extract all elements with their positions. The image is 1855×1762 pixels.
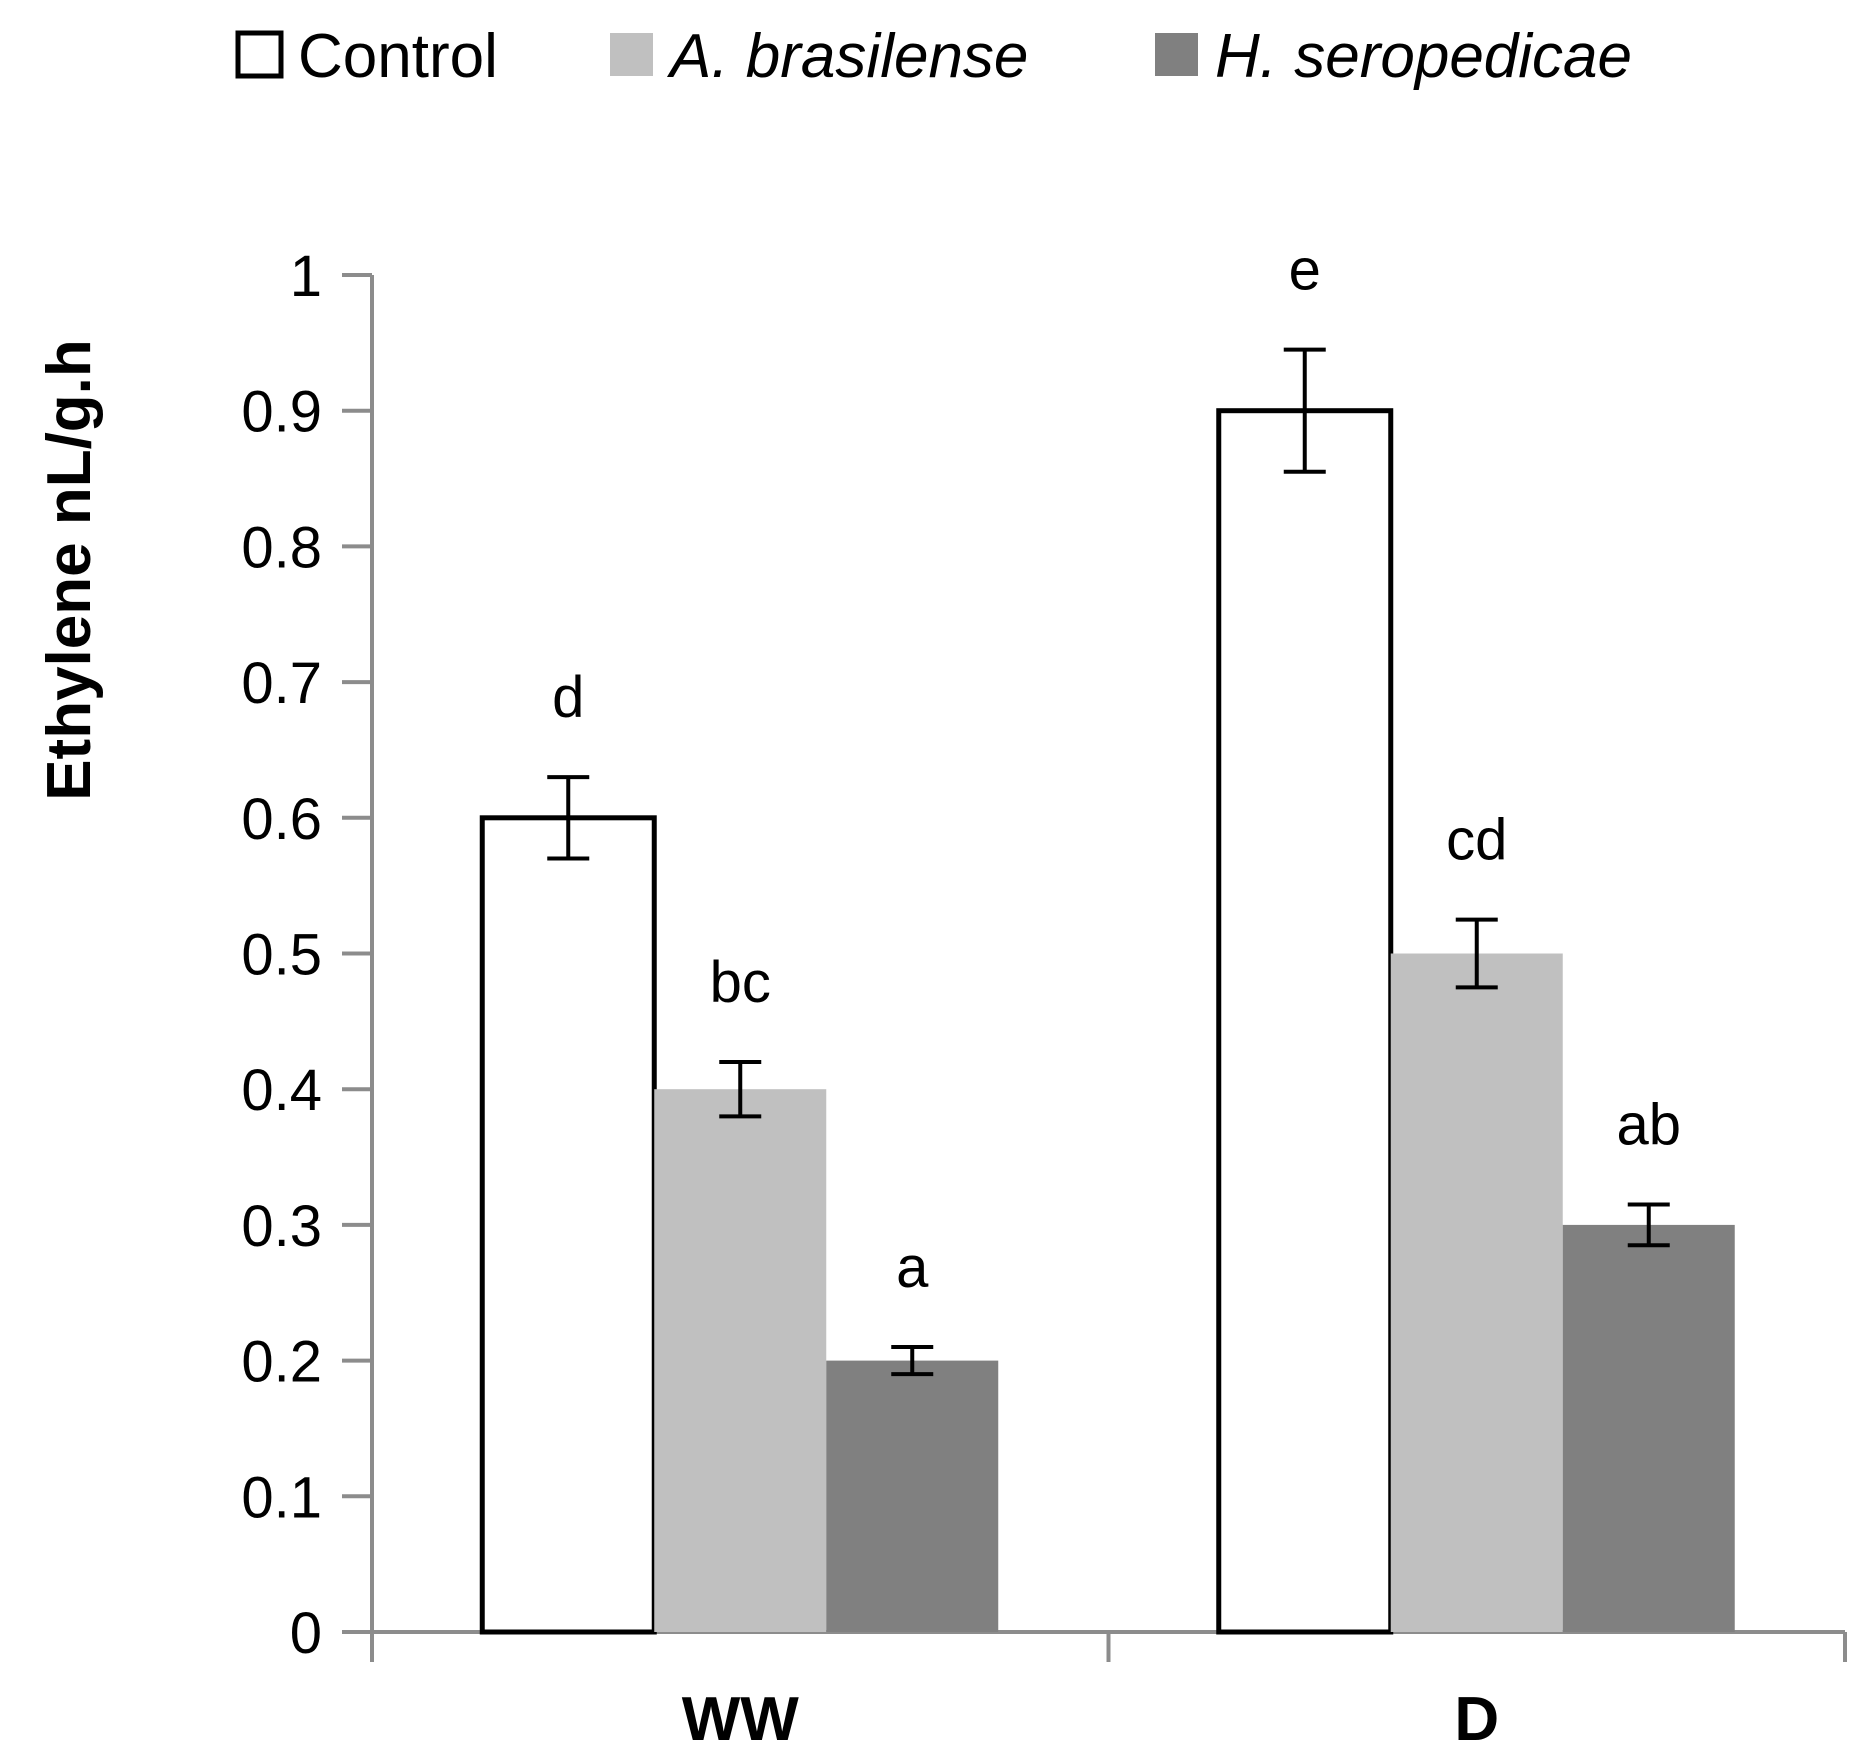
bar xyxy=(654,1089,827,1632)
y-tick-label: 0.6 xyxy=(241,787,322,852)
y-tick-label: 0.1 xyxy=(241,1465,322,1530)
y-axis-title: Ethylene nL/g.h xyxy=(35,339,104,801)
legend-label: A. brasilense xyxy=(666,22,1028,91)
legend: Control A. brasilense H. seropedicae xyxy=(235,22,1632,91)
x-category-label: WW xyxy=(682,1685,800,1754)
y-tick-label: 0 xyxy=(290,1601,322,1666)
y-tick-label: 0.7 xyxy=(241,651,322,716)
legend-swatch xyxy=(1155,33,1198,76)
bar xyxy=(1390,953,1563,1632)
legend-label: Control xyxy=(298,22,498,91)
significance-letter: bc xyxy=(710,950,771,1015)
legend-label: H. seropedicae xyxy=(1215,22,1632,91)
significance-letter: e xyxy=(1289,238,1321,303)
bar xyxy=(1216,408,1394,1635)
y-tick-label: 1 xyxy=(290,244,322,309)
legend-swatch xyxy=(610,33,653,76)
y-tick-label: 0.3 xyxy=(241,1194,322,1259)
significance-letter: a xyxy=(896,1235,929,1300)
error-bars xyxy=(547,347,1670,1377)
bar xyxy=(826,1360,999,1632)
bar xyxy=(479,815,657,1635)
significance-letter: d xyxy=(552,665,584,730)
y-tick-label: 0.2 xyxy=(241,1330,322,1395)
axes: 0 0.1 0.2 0.3 0.4 0.5 0.6 0.7 0.8 0.9 1 WW D xyxy=(241,244,1847,1754)
bars xyxy=(479,408,1735,1635)
y-tick-label: 0.5 xyxy=(241,923,322,988)
bar xyxy=(1562,1224,1735,1632)
y-tick-label: 0.8 xyxy=(241,515,322,580)
y-tick-label: 0.9 xyxy=(241,380,322,445)
x-category-label: D xyxy=(1454,1685,1499,1754)
legend-swatch xyxy=(235,30,284,79)
significance-letter: ab xyxy=(1616,1093,1681,1158)
significance-letters: d bc a e cd ab xyxy=(552,238,1681,1300)
significance-letter: cd xyxy=(1446,808,1507,873)
y-tick-label: 0.4 xyxy=(241,1058,322,1123)
